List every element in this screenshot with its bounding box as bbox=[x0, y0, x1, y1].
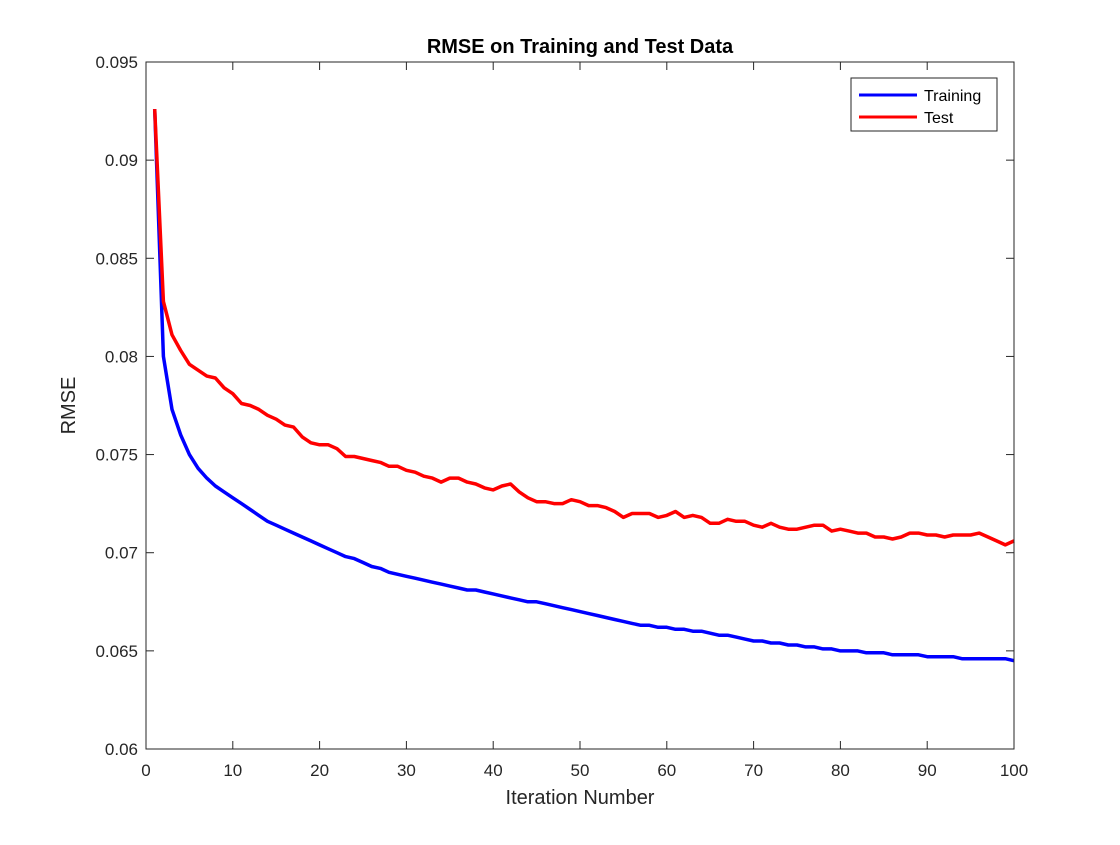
series-layer bbox=[152, 109, 1015, 663]
y-tick-label: 0.06 bbox=[105, 740, 138, 759]
x-tick-label: 30 bbox=[397, 761, 416, 780]
x-tick-label: 90 bbox=[918, 761, 937, 780]
y-tick-label: 0.065 bbox=[95, 642, 138, 661]
y-axis-label: RMSE bbox=[58, 377, 80, 435]
x-tick-label: 100 bbox=[1000, 761, 1028, 780]
legend-box bbox=[850, 77, 998, 132]
x-axis-label: Iteration Number bbox=[506, 787, 655, 809]
series-line-test bbox=[152, 109, 1015, 547]
x-tick-label: 40 bbox=[484, 761, 503, 780]
chart-title: RMSE on Training and Test Data bbox=[427, 36, 734, 58]
series-line-training bbox=[152, 109, 1015, 663]
y-tick-label: 0.095 bbox=[95, 53, 138, 72]
x-axis-ticks: 0 10 20 30 40 50 60 70 80 90 100 bbox=[141, 62, 1028, 780]
x-tick-label: 60 bbox=[657, 761, 676, 780]
y-axis-ticks: 0.06 0.065 0.07 0.075 0.08 0.085 0.09 0.095 bbox=[95, 53, 1014, 759]
legend-label-training: Training bbox=[924, 88, 981, 105]
y-tick-label: 0.085 bbox=[95, 249, 138, 268]
legend-label-test: Test bbox=[924, 110, 954, 127]
y-tick-label: 0.07 bbox=[105, 544, 138, 563]
x-tick-label: 10 bbox=[223, 761, 242, 780]
y-tick-label: 0.075 bbox=[95, 446, 138, 465]
x-tick-label: 80 bbox=[831, 761, 850, 780]
x-tick-label: 0 bbox=[141, 761, 150, 780]
legend: Training Test bbox=[850, 77, 998, 132]
y-tick-label: 0.09 bbox=[105, 151, 138, 170]
y-tick-label: 0.08 bbox=[105, 347, 138, 366]
x-tick-label: 20 bbox=[310, 761, 329, 780]
x-tick-label: 70 bbox=[744, 761, 763, 780]
x-tick-label: 50 bbox=[571, 761, 590, 780]
